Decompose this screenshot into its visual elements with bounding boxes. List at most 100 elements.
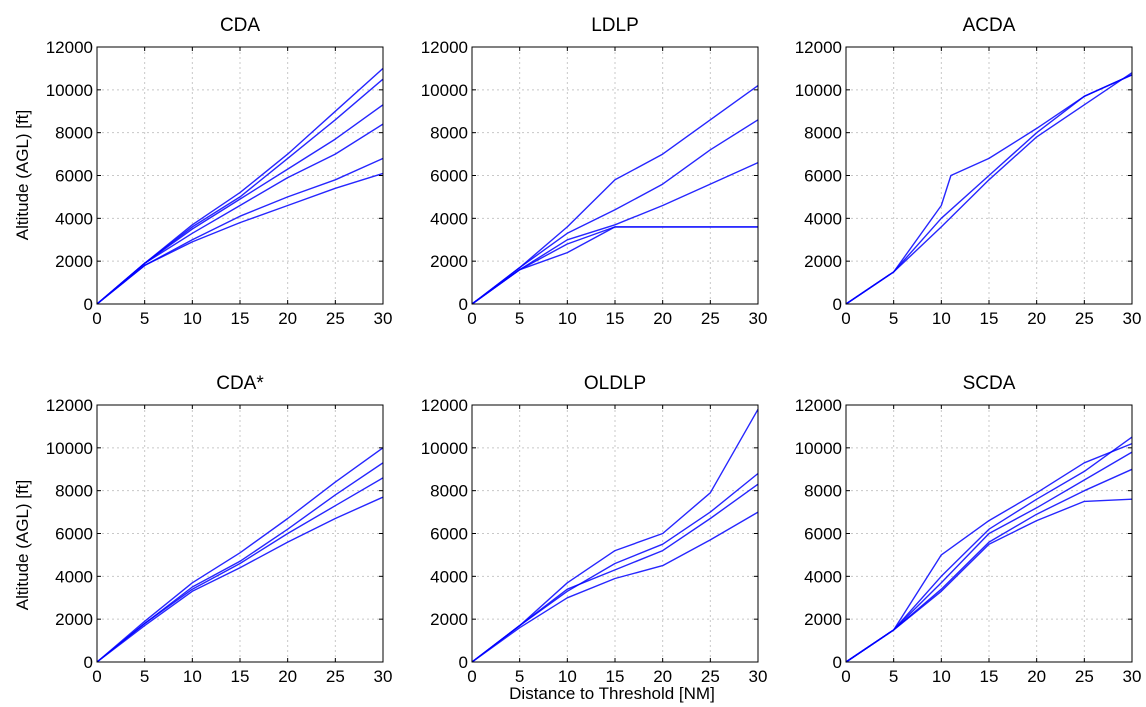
x-tick-label: 0	[92, 309, 101, 328]
y-tick-label: 10000	[795, 81, 842, 100]
chart-panel-1: 0 5 10 15 20 25 30 0 2000 4000 6000 8000 10000 12000 C…	[46, 15, 393, 328]
y-tick-label: 2000	[804, 252, 842, 271]
y-tick-label: 4000	[55, 567, 93, 586]
x-tick-label: 0	[92, 667, 101, 686]
y-tick-label: 4000	[430, 567, 468, 586]
y-tick-label: 12000	[795, 38, 842, 57]
y-tick-label: 8000	[804, 124, 842, 143]
x-tick-label: 10	[558, 309, 577, 328]
y-tick-label: 4000	[430, 209, 468, 228]
plot-area	[97, 47, 383, 304]
x-tick-label: 5	[889, 667, 898, 686]
y-tick-label: 2000	[55, 610, 93, 629]
x-tick-label: 10	[932, 309, 951, 328]
y-tick-label: 0	[833, 295, 842, 314]
y-tick-label: 6000	[804, 525, 842, 544]
series-line-4	[96, 172, 384, 305]
chart-panel-5: 0 5 10 15 20 25 30 0 2000 4000 6000 8000 10000 12000 O…	[421, 373, 768, 686]
x-tick-label: 30	[749, 667, 768, 686]
series-line-4	[471, 483, 759, 663]
y-tick-label: 0	[84, 653, 93, 672]
x-tick-label: 30	[374, 309, 393, 328]
series-line-2	[96, 447, 384, 663]
series-line-3	[845, 72, 1133, 305]
series-line-3	[96, 496, 384, 663]
y-tick-label: 10000	[795, 439, 842, 458]
chart-panel-2: 0 5 10 15 20 25 30 0 2000 4000 6000 8000 10000 12000 L…	[421, 15, 768, 328]
chart-title: CDA	[220, 15, 260, 36]
y-tick-label: 8000	[430, 124, 468, 143]
x-tick-label: 10	[932, 667, 951, 686]
series-line-2	[471, 119, 759, 305]
y-tick-label: 2000	[430, 610, 468, 629]
y-tick-label: 10000	[46, 81, 93, 100]
x-tick-label: 25	[326, 667, 345, 686]
y-tick-label: 0	[833, 653, 842, 672]
x-tick-label: 25	[326, 309, 345, 328]
plot-area	[472, 47, 758, 304]
x-tick-label: 15	[606, 667, 625, 686]
x-tick-label: 20	[653, 667, 672, 686]
y-tick-label: 8000	[55, 482, 93, 501]
x-tick-label: 25	[1075, 667, 1094, 686]
chart-panel-4: 0 5 10 15 20 25 30 0 2000 4000 6000 8000 10000 12000 C…	[46, 373, 393, 686]
y-tick-label: 6000	[430, 525, 468, 544]
x-tick-label: 25	[701, 309, 720, 328]
figure-ylabel-top: Altitude (AGL) [ft]	[13, 110, 32, 240]
x-tick-label: 0	[467, 667, 476, 686]
x-tick-label: 5	[140, 667, 149, 686]
x-tick-label: 5	[889, 309, 898, 328]
y-tick-label: 0	[84, 295, 93, 314]
x-tick-label: 25	[701, 667, 720, 686]
x-tick-label: 15	[980, 309, 999, 328]
x-tick-label: 20	[278, 309, 297, 328]
y-tick-label: 12000	[46, 396, 93, 415]
chart-title: CDA*	[216, 373, 264, 394]
figure-ylabel-bottom: Altitude (AGL) [ft]	[13, 480, 32, 610]
x-tick-label: 20	[653, 309, 672, 328]
x-tick-label: 15	[980, 667, 999, 686]
x-tick-label: 15	[231, 667, 250, 686]
y-tick-label: 4000	[55, 209, 93, 228]
y-tick-label: 0	[459, 295, 468, 314]
chart-panel-3: 0 5 10 15 20 25 30 0 2000 4000 6000 8000 10000 12000 A…	[795, 15, 1142, 328]
series-line-3	[471, 511, 759, 663]
chart-title: SCDA	[963, 373, 1016, 394]
plot-area	[472, 405, 758, 662]
y-tick-label: 6000	[55, 167, 93, 186]
x-tick-label: 15	[231, 309, 250, 328]
y-tick-label: 12000	[421, 38, 468, 57]
chart-panel-6: 0 5 10 15 20 25 30 0 2000 4000 6000 8000 10000 12000 S…	[795, 373, 1142, 686]
x-tick-label: 5	[515, 667, 524, 686]
y-tick-label: 4000	[804, 209, 842, 228]
x-tick-label: 30	[749, 309, 768, 328]
x-tick-label: 20	[1027, 667, 1046, 686]
y-tick-label: 2000	[55, 252, 93, 271]
x-tick-label: 10	[183, 309, 202, 328]
y-tick-label: 10000	[46, 439, 93, 458]
x-tick-label: 25	[1075, 309, 1094, 328]
series-line-5	[845, 451, 1133, 663]
y-tick-label: 10000	[421, 81, 468, 100]
y-tick-label: 6000	[804, 167, 842, 186]
y-tick-label: 12000	[421, 396, 468, 415]
x-tick-label: 30	[1123, 667, 1142, 686]
x-tick-label: 5	[515, 309, 524, 328]
y-tick-label: 6000	[430, 167, 468, 186]
chart-title: OLDLP	[584, 373, 646, 394]
x-tick-label: 20	[278, 667, 297, 686]
series-line-4	[96, 477, 384, 663]
y-tick-label: 12000	[46, 38, 93, 57]
x-tick-label: 30	[374, 667, 393, 686]
figure-xlabel: Distance to Threshold [NM]	[509, 684, 715, 703]
x-tick-label: 20	[1027, 309, 1046, 328]
x-tick-label: 15	[606, 309, 625, 328]
chart-title: LDLP	[591, 15, 639, 36]
plot-area	[97, 405, 383, 662]
y-tick-label: 10000	[421, 439, 468, 458]
x-tick-label: 0	[467, 309, 476, 328]
x-tick-label: 30	[1123, 309, 1142, 328]
chart-title: ACDA	[963, 15, 1016, 36]
y-tick-label: 0	[459, 653, 468, 672]
